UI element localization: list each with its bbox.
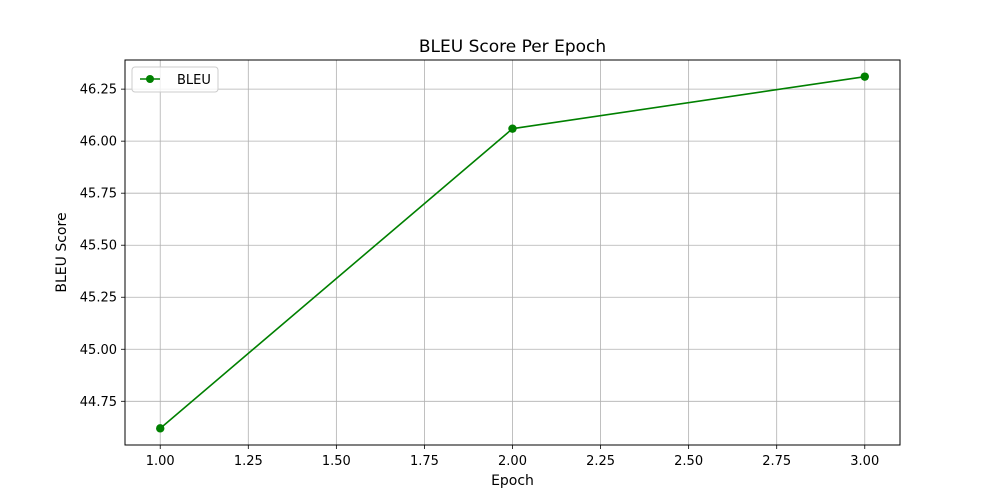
- axis-ticks: 1.00 1.25 1.50 1.75 2.00 2.25 2.50 2.75 3.00 44.7…: [80, 83, 879, 469]
- legend-swatch-marker: [146, 75, 154, 83]
- x-axis-label: Epoch: [491, 473, 534, 489]
- data-point-marker: [508, 124, 517, 133]
- legend-box: [131, 66, 219, 93]
- y-tick-label: 44.75: [80, 395, 117, 410]
- x-tick-label: 2.00: [498, 454, 527, 469]
- y-tick-label: 45.75: [80, 187, 117, 202]
- y-tick-label: 45.25: [80, 291, 117, 306]
- x-tick-label: 2.75: [762, 454, 791, 469]
- y-tick-label: 46.25: [80, 83, 117, 98]
- x-tick-label: 1.00: [146, 454, 175, 469]
- y-axis-label: BLEU Score: [54, 212, 70, 292]
- x-tick-label: 2.25: [586, 454, 615, 469]
- data-point-marker: [860, 72, 869, 81]
- series-layer: [156, 72, 869, 433]
- legend: BLEU: [131, 66, 219, 93]
- y-tick-label: 45.00: [80, 343, 117, 358]
- x-tick-label: 1.50: [322, 454, 351, 469]
- data-point-marker: [156, 424, 165, 433]
- y-tick-label: 45.50: [80, 239, 117, 254]
- x-tick-label: 3.00: [850, 454, 879, 469]
- grid-lines: [125, 60, 900, 445]
- x-tick-label: 2.50: [674, 454, 703, 469]
- chart-title: BLEU Score Per Epoch: [419, 37, 606, 57]
- x-tick-label: 1.75: [410, 454, 439, 469]
- y-tick-label: 46.00: [80, 135, 117, 150]
- x-tick-label: 1.25: [234, 454, 263, 469]
- legend-label-bleu: BLEU: [177, 73, 211, 88]
